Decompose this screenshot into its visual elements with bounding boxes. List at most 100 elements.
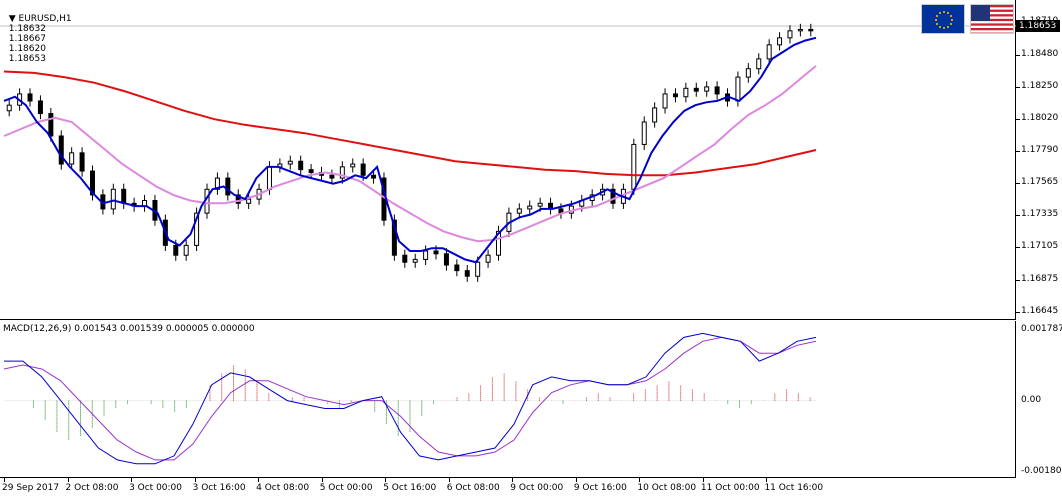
time-axis-label: 9 Oct 00:00 <box>510 483 564 493</box>
time-axis-label: 29 Sep 2017 <box>2 483 60 493</box>
price-axis-label: 1.17790 <box>1021 145 1059 156</box>
candle-body <box>339 166 345 179</box>
candle-body <box>714 86 720 95</box>
candle-body <box>298 160 304 171</box>
candle-body <box>48 113 54 137</box>
candle-body <box>797 28 803 32</box>
macd-header: MACD(12,26,9) 0.001543 0.001539 0.000005… <box>3 324 255 334</box>
macd-axis-label: -0.001807 <box>1021 466 1062 476</box>
candle-body <box>454 264 460 272</box>
candle-body <box>735 76 741 102</box>
price-axis-label: 1.16875 <box>1021 273 1059 284</box>
price-axis-label: 1.18710 <box>1021 16 1059 27</box>
candle-body <box>443 253 449 266</box>
candle-body <box>412 258 418 263</box>
time-axis-tick <box>512 478 514 482</box>
price-chart-pane[interactable] <box>0 0 1016 320</box>
time-axis-tick <box>194 478 196 482</box>
price-axis-tick <box>1016 215 1020 217</box>
time-axis-label: 3 Oct 16:00 <box>192 483 246 493</box>
macd-main-line <box>4 332 817 465</box>
time-axis-tick <box>67 478 69 482</box>
candle-body <box>683 87 689 98</box>
mid-moving-average-line <box>3 65 817 243</box>
candle-body <box>672 93 678 98</box>
candle-body <box>350 163 356 168</box>
candle-body <box>475 261 481 277</box>
price-axis-tick <box>1016 279 1020 281</box>
price-axis-label: 1.18480 <box>1021 48 1059 59</box>
candle-body <box>89 170 95 196</box>
candle-body <box>433 250 439 255</box>
open-value: 1.18632 <box>8 24 46 34</box>
time-axis-label: 4 Oct 08:00 <box>256 483 310 493</box>
candle-body <box>787 30 793 39</box>
candle-body <box>194 212 200 246</box>
time-axis-label: 10 Oct 08:00 <box>637 483 697 493</box>
price-axis-tick <box>1016 22 1020 24</box>
candle-body <box>235 194 241 204</box>
candle-body <box>79 152 85 172</box>
candle-body <box>69 152 75 165</box>
candle-body <box>537 202 543 207</box>
time-axis-label: 6 Oct 08:00 <box>446 483 500 493</box>
candle-body <box>704 86 710 92</box>
candle-body <box>308 169 314 173</box>
candle-body <box>287 160 293 165</box>
candle-body <box>766 44 772 60</box>
candle-body <box>745 68 751 78</box>
candle-body <box>391 219 397 256</box>
candle-body <box>183 244 189 256</box>
candle-body <box>225 177 231 196</box>
price-axis-tick <box>1016 86 1020 88</box>
candle-body <box>610 188 616 204</box>
price-axis-tick <box>1016 312 1020 313</box>
price-axis-tick <box>1016 54 1020 56</box>
time-axis-tick <box>321 478 323 482</box>
candle-body <box>693 87 699 92</box>
high-value: 1.18667 <box>8 34 46 44</box>
candle-body <box>495 230 501 256</box>
chart-header: ▼ EURUSD,H1 1.18632 1.18667 1.18620 1.18… <box>3 4 72 64</box>
time-axis-tick <box>385 478 387 482</box>
candle-body <box>516 208 522 214</box>
time-axis-label: 3 Oct 00:00 <box>129 483 183 493</box>
price-axis-tick <box>1016 119 1020 121</box>
macd-signal-line <box>3 336 817 461</box>
candle-body <box>485 254 491 263</box>
candle-body <box>808 28 814 32</box>
time-axis-tick <box>702 478 704 482</box>
time-axis-tick <box>639 478 641 482</box>
time-axis-tick <box>575 478 577 482</box>
candle-body <box>266 166 272 190</box>
low-value: 1.18620 <box>8 44 46 54</box>
macd-axis-label: 0.001787 <box>1021 324 1062 334</box>
candle-body <box>214 177 220 190</box>
candle-body <box>173 244 179 256</box>
dropdown-triangle-icon[interactable]: ▼ <box>8 14 19 24</box>
candle-body <box>641 121 647 145</box>
close-value: 1.18653 <box>8 54 46 64</box>
candle-body <box>527 205 533 210</box>
macd-indicator-pane[interactable] <box>0 321 1016 478</box>
candle-body <box>777 37 783 46</box>
candle-body <box>329 174 335 179</box>
time-axis-tick <box>448 478 450 482</box>
time-axis-tick <box>4 478 5 482</box>
price-axis-tick <box>1016 151 1020 153</box>
price-axis-label: 1.16645 <box>1021 306 1059 316</box>
price-axis-tick <box>1016 182 1020 184</box>
time-axis-tick <box>766 478 768 482</box>
price-axis-label: 1.17335 <box>1021 209 1059 220</box>
candle-body <box>631 143 637 190</box>
candle-body <box>58 135 64 165</box>
candle-body <box>110 188 116 210</box>
candle-body <box>402 254 408 263</box>
price-axis-label: 1.17565 <box>1021 176 1059 187</box>
candle-body <box>371 174 377 179</box>
price-axis-tick <box>1016 247 1020 249</box>
candle-body <box>423 250 429 260</box>
candle-body <box>360 163 366 176</box>
candle-body <box>652 107 658 123</box>
